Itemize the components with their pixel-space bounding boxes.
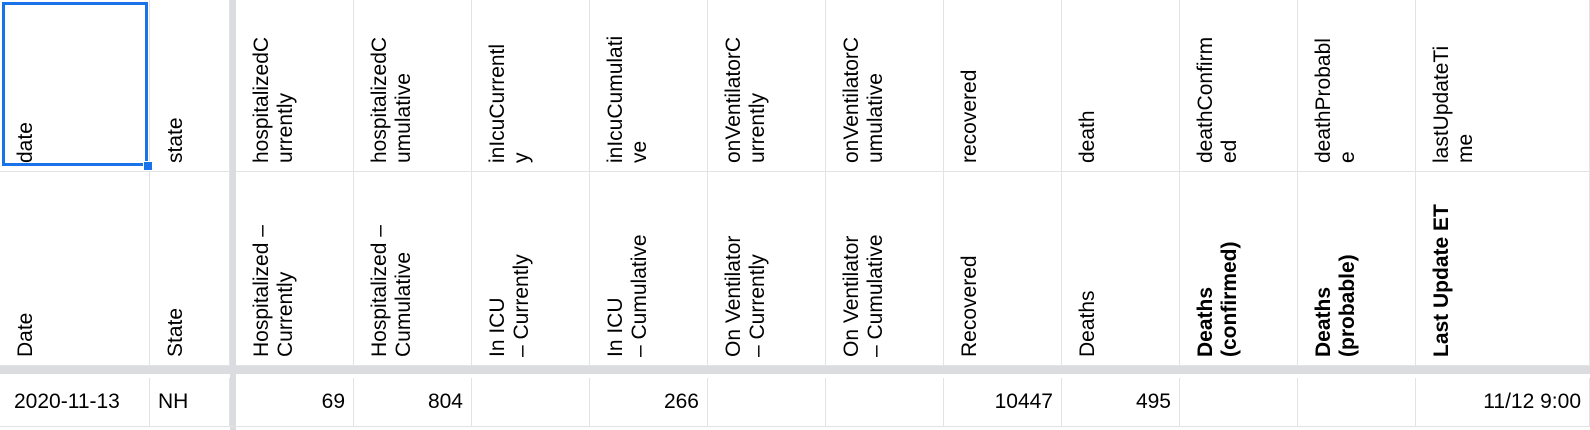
field-header-label: onVentilatorC urrently	[722, 36, 769, 163]
cell-on-ventilator-cumulative[interactable]	[826, 378, 944, 426]
display-header-hospitalized-cumulative[interactable]: Hospitalized – Cumulative	[354, 172, 472, 366]
field-header-hospitalized-cumulative[interactable]: hospitalizedC umulative	[354, 0, 472, 172]
field-header-deaths[interactable]: death	[1062, 0, 1180, 172]
field-header-deaths-probable[interactable]: deathProbabl e	[1298, 0, 1416, 172]
cell-deaths[interactable]: 495	[1062, 378, 1180, 426]
frozen-row-divider[interactable]	[0, 366, 1590, 374]
field-header-last-update-time[interactable]: lastUpdateTi me	[1416, 0, 1590, 172]
field-header-recovered[interactable]: recovered	[944, 0, 1062, 172]
field-header-in-icu-currently[interactable]: inIcuCurrentl y	[472, 0, 590, 172]
field-header-on-ventilator-cumulative[interactable]: onVentilatorC umulative	[826, 0, 944, 172]
field-header-label: hospitalizedC urrently	[250, 36, 297, 163]
cell-on-ventilator-currently[interactable]	[708, 378, 826, 426]
display-header-deaths-probable[interactable]: Deaths (probable)	[1298, 172, 1416, 366]
field-header-label: hospitalizedC umulative	[368, 36, 415, 163]
display-header-label: Deaths (confirmed)	[1194, 241, 1241, 358]
cell-state[interactable]: NH	[150, 378, 230, 426]
cell-deaths-confirmed[interactable]	[1180, 378, 1298, 426]
display-header-hospitalized-currently[interactable]: Hospitalized – Currently	[236, 172, 354, 366]
display-header-label: State	[164, 307, 187, 357]
field-header-deaths-confirmed[interactable]: deathConfirm ed	[1180, 0, 1298, 172]
field-header-on-ventilator-currently[interactable]: onVentilatorC urrently	[708, 0, 826, 172]
field-header-state[interactable]: state	[150, 0, 230, 172]
field-header-label: deathConfirm ed	[1194, 36, 1241, 163]
cell-recovered[interactable]: 10447	[944, 378, 1062, 426]
display-header-deaths[interactable]: Deaths	[1062, 172, 1180, 366]
field-header-label: lastUpdateTi me	[1430, 45, 1477, 163]
field-header-label: inIcuCurrentl y	[486, 43, 533, 163]
field-header-label: onVentilatorC umulative	[840, 36, 887, 163]
display-header-label: On Ventilator – Cumulative	[840, 234, 887, 357]
cell-date[interactable]: 2020-11-13	[0, 378, 150, 426]
field-header-label: death	[1076, 110, 1099, 163]
display-header-on-ventilator-cumulative[interactable]: On Ventilator – Cumulative	[826, 172, 944, 366]
display-header-label: Date	[14, 312, 37, 357]
display-header-state[interactable]: State	[150, 172, 230, 366]
display-header-deaths-confirmed[interactable]: Deaths (confirmed)	[1180, 172, 1298, 366]
display-header-date[interactable]: Date	[0, 172, 150, 366]
field-header-label: deathProbabl e	[1312, 38, 1359, 163]
fill-handle[interactable]	[143, 161, 153, 171]
display-header-recovered[interactable]: Recovered	[944, 172, 1062, 366]
field-header-label: state	[164, 117, 187, 163]
display-header-in-icu-cumulative[interactable]: In ICU – Cumulative	[590, 172, 708, 366]
display-header-label: In ICU – Cumulative	[604, 234, 651, 357]
cell-in-icu-cumulative[interactable]: 266	[590, 378, 708, 426]
row-gridline	[0, 426, 1590, 427]
display-header-label: In ICU – Currently	[486, 254, 533, 357]
frozen-column-divider[interactable]	[230, 0, 236, 430]
field-header-hospitalized-currently[interactable]: hospitalizedC urrently	[236, 0, 354, 172]
field-header-label: recovered	[958, 69, 981, 163]
cell-last-update-time[interactable]: 11/12 9:00	[1416, 378, 1590, 426]
cell-hospitalized-cumulative[interactable]: 804	[354, 378, 472, 426]
field-header-label: date	[14, 122, 37, 163]
display-header-last-update-time[interactable]: Last Update ET	[1416, 172, 1590, 366]
field-header-label: inIcuCumulati ve	[604, 35, 651, 163]
display-header-label: Deaths (probable)	[1312, 254, 1359, 357]
display-header-label: On Ventilator – Currently	[722, 235, 769, 357]
display-header-label: Last Update ET	[1430, 204, 1453, 357]
display-header-label: Hospitalized – Currently	[250, 225, 297, 357]
display-header-label: Recovered	[958, 255, 981, 357]
display-header-on-ventilator-currently[interactable]: On Ventilator – Currently	[708, 172, 826, 366]
display-header-label: Deaths	[1076, 290, 1099, 357]
cell-deaths-probable[interactable]	[1298, 378, 1416, 426]
display-header-label: Hospitalized – Cumulative	[368, 225, 415, 357]
field-header-in-icu-cumulative[interactable]: inIcuCumulati ve	[590, 0, 708, 172]
field-header-date[interactable]: date	[0, 0, 150, 172]
display-header-in-icu-currently[interactable]: In ICU – Currently	[472, 172, 590, 366]
cell-hospitalized-currently[interactable]: 69	[236, 378, 354, 426]
cell-in-icu-currently[interactable]	[472, 378, 590, 426]
